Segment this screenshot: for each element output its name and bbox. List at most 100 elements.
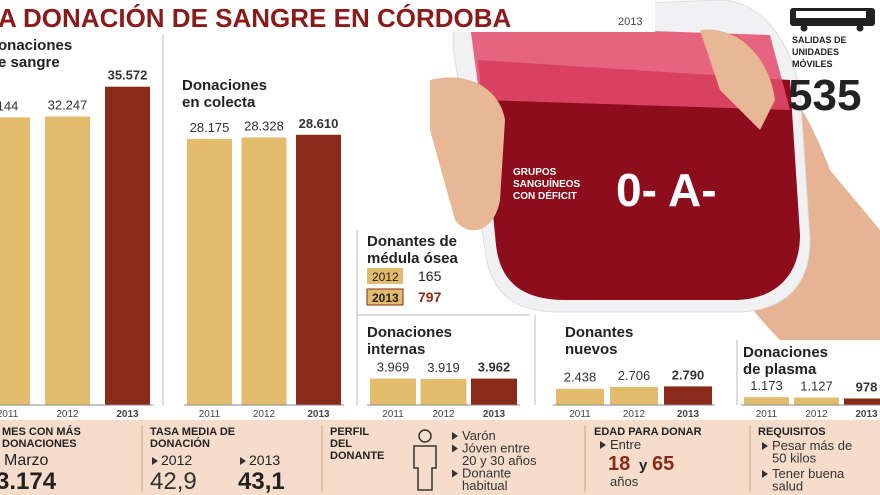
units-label: SALIDAS DE — [792, 35, 847, 45]
title-bg — [0, 0, 655, 32]
requirement: salud — [772, 479, 803, 494]
rate-value: 42,9 — [150, 468, 197, 495]
chart-title: Donantes — [565, 324, 633, 341]
x-tick-label: 2011 — [569, 409, 591, 420]
chart-title: Donaciones — [743, 344, 828, 361]
fingers — [700, 29, 775, 130]
x-tick-label: 2012 — [623, 409, 646, 420]
x-tick-label: 2012 — [432, 409, 455, 420]
bar — [664, 386, 712, 405]
bar — [241, 137, 287, 406]
x-tick-label: 2013 — [116, 409, 139, 420]
footer-heading: DONANTE — [330, 450, 384, 462]
chart-title: nuevos — [565, 341, 618, 358]
bar — [187, 138, 232, 405]
person-icon — [413, 429, 437, 491]
profile-item: habitual — [462, 478, 508, 493]
rate-year: 2012 — [161, 452, 192, 468]
value-label: 3.962 — [478, 360, 511, 375]
marrow-year: 2012 — [372, 270, 399, 284]
bar — [45, 116, 90, 405]
age-text: Entre — [610, 437, 641, 452]
age-and: y — [639, 457, 648, 474]
footer-heading: EDAD PARA DONAR — [594, 426, 702, 438]
marrow-year-box — [366, 288, 404, 306]
x-tick-label: 2012 — [253, 409, 276, 420]
x-tick-label: 2013 — [677, 409, 700, 420]
profile-item: Jóven entre — [462, 441, 530, 456]
title-year: 2013 — [618, 16, 642, 28]
chart-title: onaciones — [0, 37, 72, 54]
bar — [556, 388, 604, 405]
marrow-year-box — [367, 268, 403, 284]
value-label: 3.969 — [377, 360, 410, 375]
value-label: 2.438 — [564, 370, 597, 385]
thumb — [430, 77, 505, 231]
value-label: 144 — [0, 98, 18, 113]
blood — [478, 60, 800, 300]
value-label: 35.572 — [108, 68, 148, 83]
rate-year: 2013 — [249, 452, 280, 468]
arrow — [762, 470, 768, 478]
profile-item: 20 y 30 años — [462, 453, 537, 468]
x-tick-label: 2013 — [483, 409, 506, 420]
footer-heading: REQUISITOS — [758, 426, 826, 438]
deficit-label: CON DÉFICIT — [513, 189, 577, 202]
chart-title: en colecta — [182, 94, 256, 111]
value-label: 2.790 — [672, 367, 705, 382]
deficit-label: SANGUÍNEOS — [513, 177, 581, 190]
age-min: 18 — [608, 453, 630, 475]
value-label: 2.706 — [618, 368, 651, 383]
footer-separators — [141, 425, 751, 492]
bar — [105, 86, 150, 405]
x-tick-label: 2011 — [0, 409, 19, 420]
requirement: Tener buena — [772, 466, 845, 481]
chart-title: de plasma — [743, 361, 817, 378]
value-label: 32.247 — [48, 97, 88, 112]
arrow — [152, 457, 158, 465]
value-label: 1.173 — [750, 378, 783, 393]
arrow — [240, 457, 246, 465]
arrow — [762, 442, 768, 450]
arrow — [452, 469, 458, 478]
requirement: Pesar más de — [772, 438, 852, 453]
value-label: 978 — [856, 379, 878, 394]
title: A DONACIÓN DE SANGRE EN CÓRDOBA — [0, 3, 512, 33]
month-name: Marzo — [4, 452, 49, 469]
marrow-title: médula ósea — [367, 250, 459, 267]
bar — [844, 398, 880, 405]
x-tick-label: 2012 — [56, 409, 79, 420]
profile-item: Donante — [462, 466, 511, 481]
chart-title: Donaciones — [367, 324, 452, 341]
bar — [794, 397, 839, 405]
age-max: 65 — [652, 453, 674, 475]
chart-title: internas — [367, 341, 425, 358]
month-value: 3.174 — [0, 468, 57, 495]
x-tick-label: 2011 — [756, 409, 778, 420]
footer-heading: DEL — [330, 438, 352, 450]
bar — [0, 117, 30, 406]
value-label: 28.610 — [299, 116, 339, 131]
x-tick-label: 2011 — [199, 409, 221, 420]
age-unit: años — [610, 474, 639, 489]
footer-heading: DONACIÓN — [150, 437, 210, 450]
bar — [744, 397, 789, 405]
x-tick-label: 2011 — [382, 409, 404, 420]
units-label: UNIDADES — [792, 47, 839, 57]
requirement: 50 kilos — [772, 451, 817, 466]
marrow-year: 2013 — [372, 291, 399, 305]
footer-heading: PERFIL — [330, 426, 369, 438]
value-label: 28.328 — [244, 118, 284, 133]
x-tick-label: 2013 — [307, 409, 330, 420]
bus-icon — [790, 8, 875, 32]
value-label: 3.919 — [427, 360, 460, 375]
value-label: 1.127 — [800, 378, 833, 393]
profile-item: Varón — [462, 428, 496, 443]
arrow — [452, 444, 458, 453]
x-tick-label: 2013 — [855, 409, 878, 420]
bar — [610, 386, 658, 405]
separators — [162, 35, 738, 405]
marrow-title: Donantes de — [367, 233, 457, 250]
units-value: 535 — [788, 71, 861, 120]
